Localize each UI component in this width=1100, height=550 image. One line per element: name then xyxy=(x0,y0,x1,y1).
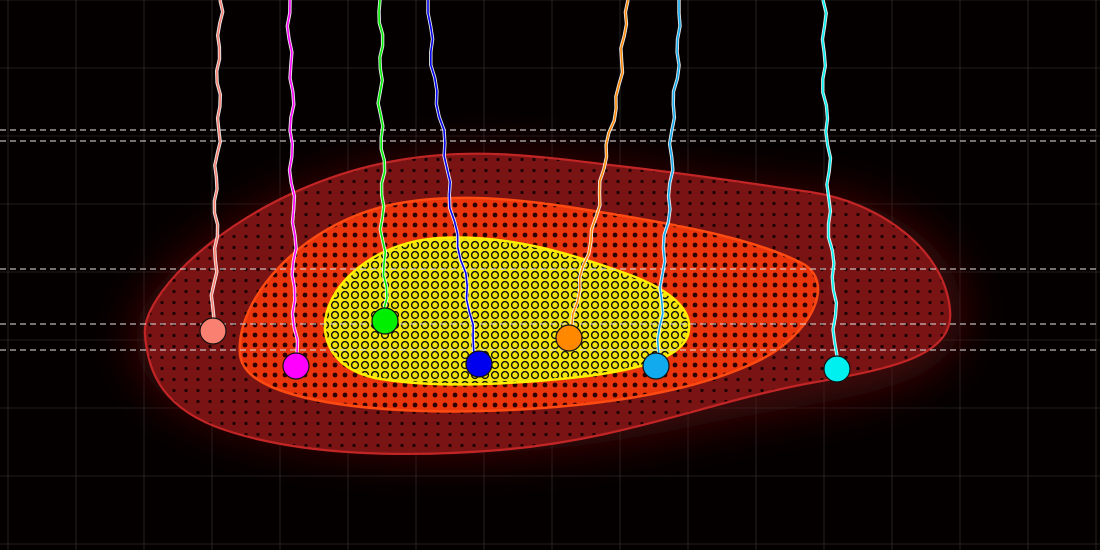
trajectories xyxy=(209,0,839,369)
trajectory-line xyxy=(286,0,299,367)
trajectory-end-point xyxy=(199,317,227,345)
trajectory-line xyxy=(377,0,388,322)
trajectory-line xyxy=(821,0,838,369)
trajectory-line xyxy=(427,0,480,365)
trajectory-end-point xyxy=(642,352,670,380)
contour-inner-pattern xyxy=(323,236,691,386)
trajectory-line xyxy=(655,0,681,367)
trajectory-end-point xyxy=(282,352,310,380)
trajectory-line xyxy=(568,0,629,339)
trajectory-end-point xyxy=(465,350,493,378)
trajectory-end-point xyxy=(371,307,399,335)
reference-lines xyxy=(0,129,1100,351)
trajectory-end-point xyxy=(555,324,583,352)
trajectory-line xyxy=(210,0,224,332)
trajectory-end-point xyxy=(823,355,851,383)
contours xyxy=(143,152,952,456)
end-markers xyxy=(199,307,851,383)
